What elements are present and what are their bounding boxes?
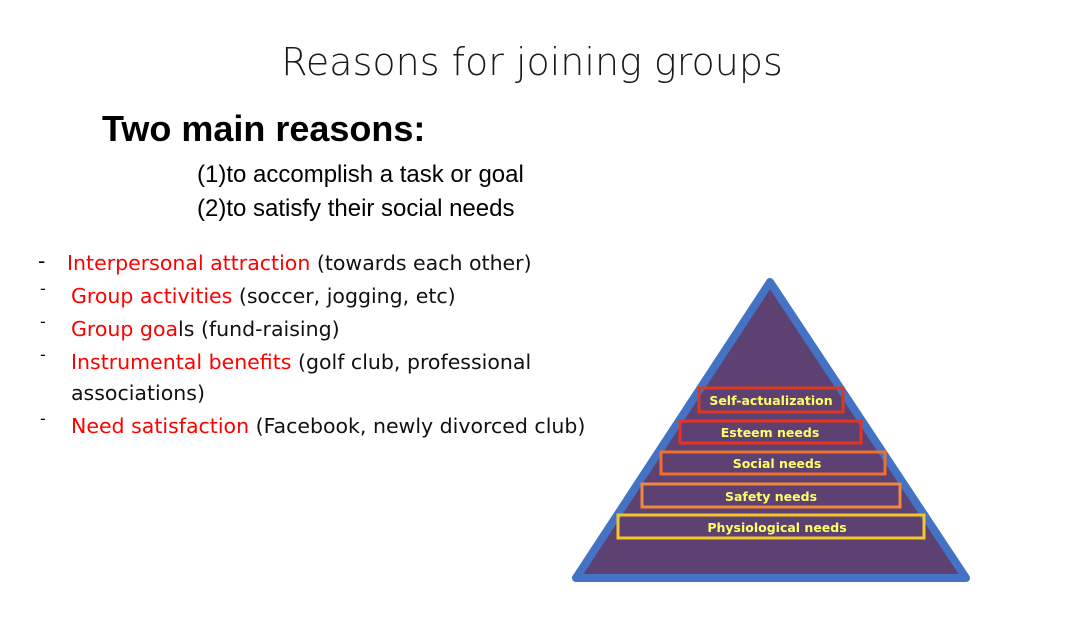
bullet-item: - Instrumental benefits (golf club, profe… [38, 345, 591, 409]
bullet-highlight: Need satisfaction [71, 414, 250, 438]
bullet-highlight: Interpersonal attraction [67, 251, 311, 275]
bullet-list: - Interpersonal attraction (towards each … [38, 248, 638, 444]
level-label: Self-actualization [709, 393, 832, 408]
pyramid-shape [572, 278, 970, 582]
bullet-detail: (soccer, jogging, etc) [232, 284, 456, 308]
bullet-item: - Need satisfaction (Facebook, newly divo… [38, 409, 638, 442]
dash-marker: - [40, 279, 46, 298]
bullet-item: - Group goals (fund-raising) [38, 312, 638, 345]
slide-subtitle: Two main reasons: [102, 108, 426, 149]
level-label: Physiological needs [707, 520, 846, 535]
reasons-list: (1)to accomplish a task or goal (2)to sa… [197, 158, 524, 226]
level-box [616, 513, 926, 540]
bullet-highlight: Group activities [71, 284, 233, 308]
maslow-pyramid: Self-actualization Esteem needs Social n… [572, 278, 970, 582]
level-box [678, 419, 863, 445]
slide-title: Reasons for joining groups [281, 40, 783, 84]
bullet-highlight: Group goa [71, 317, 179, 341]
level-label: Social needs [733, 456, 822, 471]
reason-item: (1)to accomplish a task or goal [197, 161, 524, 188]
reason-item: (2)to satisfy their social needs [197, 195, 515, 222]
bullet-item: - Group activities (soccer, jogging, etc) [38, 279, 638, 312]
bullet-item: - Interpersonal attraction (towards each … [38, 248, 638, 279]
level-label: Esteem needs [721, 425, 820, 440]
dash-marker: - [38, 249, 46, 273]
bullet-highlight: Instrumental benefits [71, 350, 292, 374]
dash-marker: - [40, 409, 46, 428]
level-box [640, 482, 902, 509]
dash-marker: - [40, 345, 46, 364]
level-box [697, 386, 845, 414]
bullet-detail: ls (fund-raising) [178, 317, 340, 341]
bullet-detail: (towards each other) [310, 251, 532, 275]
dash-marker: - [40, 312, 46, 331]
bullet-detail: (Facebook, newly divorced club) [249, 414, 586, 438]
level-label: Safety needs [725, 489, 817, 504]
level-box [659, 450, 887, 476]
bullet-detail: (golf club, professional associations) [71, 350, 532, 405]
